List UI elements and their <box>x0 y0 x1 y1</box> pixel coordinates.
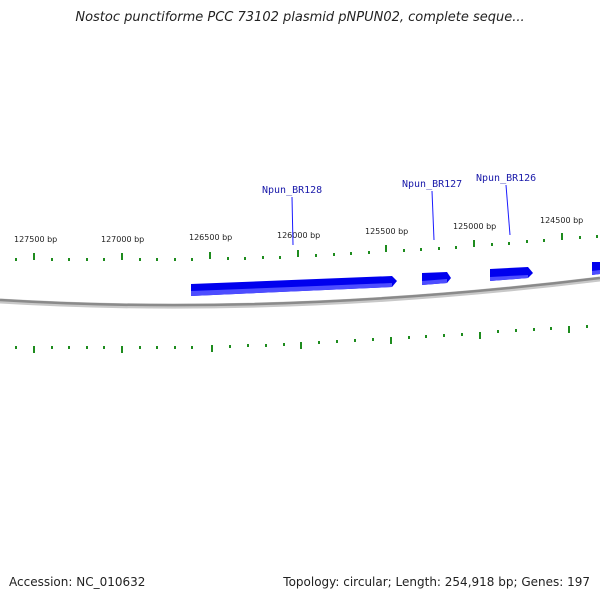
gene-label-npun-br127[interactable]: Npun_BR127 <box>402 179 462 190</box>
scale-label: 126000 bp <box>277 231 320 240</box>
scale-label: 126500 bp <box>189 233 232 242</box>
scale-label: 125500 bp <box>365 227 408 236</box>
scale-label: 127000 bp <box>101 235 144 244</box>
lower-tick-row <box>15 325 588 353</box>
gene-label-npun-br128[interactable]: Npun_BR128 <box>262 185 322 196</box>
leader-line-npun-br127 <box>431 190 435 241</box>
gene-labels: Npun_BR128 Npun_BR127 Npun_BR126 <box>262 173 536 196</box>
scale-label: 125000 bp <box>453 222 496 231</box>
gene-label-npun-br126[interactable]: Npun_BR126 <box>476 173 536 184</box>
gene-arrow-npun-br127[interactable] <box>422 272 451 285</box>
gene-arrow-npun-br128[interactable] <box>191 276 397 296</box>
scale-labels: 127500 bp 127000 bp 126500 bp 126000 bp … <box>14 216 583 244</box>
gene-leader-lines <box>291 184 511 246</box>
plasmid-backbone <box>0 276 600 307</box>
gene-arrow-npun-br126[interactable] <box>490 267 533 281</box>
leader-line-npun-br126 <box>505 184 511 236</box>
gene-arrow-offscreen[interactable] <box>592 262 600 275</box>
topology-summary: Topology: circular; Length: 254,918 bp; … <box>283 575 590 589</box>
accession-label: Accession: NC_010632 <box>9 575 146 589</box>
genes <box>191 262 600 296</box>
page-title: Nostoc punctiforme PCC 73102 plasmid pNP… <box>75 10 525 25</box>
upper-tick-row <box>15 233 598 261</box>
scale-label: 127500 bp <box>14 235 57 244</box>
leader-line-npun-br128 <box>291 196 294 246</box>
scale-label: 124500 bp <box>540 216 583 225</box>
